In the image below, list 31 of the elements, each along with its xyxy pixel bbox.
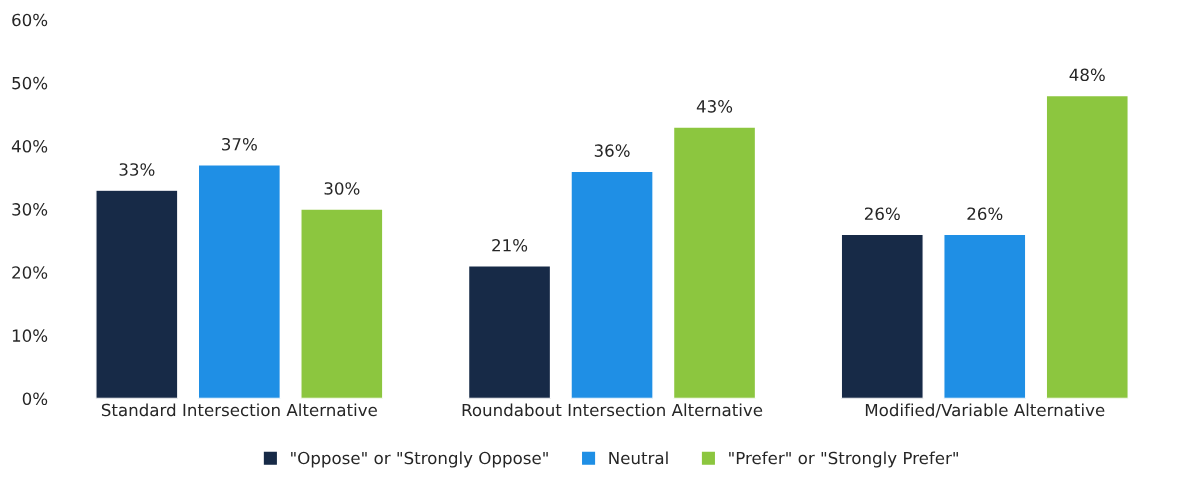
legend-label: "Prefer" or "Strongly Prefer" xyxy=(729,451,958,468)
bar xyxy=(197,164,282,399)
data-label: 26% xyxy=(967,207,1003,221)
y-tick-label: 30% xyxy=(12,203,48,216)
x-tick-label: Standard Intersection Alternative xyxy=(101,403,377,417)
bar xyxy=(570,170,654,399)
bar xyxy=(672,126,757,399)
data-label: 37% xyxy=(222,137,257,151)
y-tick-label: 40% xyxy=(11,139,48,153)
bar xyxy=(943,233,1027,399)
data-label: 21% xyxy=(492,238,528,252)
y-tick-label: 50% xyxy=(12,76,48,90)
y-tick-label: 20% xyxy=(12,266,48,279)
y-tick-label: 0% xyxy=(22,392,48,406)
y-tick-label: 60% xyxy=(12,13,48,27)
y-tick-label: 10% xyxy=(12,329,48,342)
bar xyxy=(300,208,384,399)
x-tick-label: Modified/Variable Alternative xyxy=(865,403,1105,418)
data-label: 36% xyxy=(594,144,630,157)
bar xyxy=(95,189,179,399)
legend-label: "Oppose" or "Strongly Oppose" xyxy=(291,451,548,468)
data-label: 43% xyxy=(696,100,733,113)
data-label: 30% xyxy=(324,182,360,195)
data-label: 26% xyxy=(864,207,900,221)
bar xyxy=(1045,94,1129,399)
data-label: 33% xyxy=(119,163,155,176)
x-tick-label: Roundabout Intersection Alternative xyxy=(462,403,763,417)
legend-label: Neutral xyxy=(609,451,668,465)
data-label: 48% xyxy=(1069,68,1105,82)
bar xyxy=(840,233,924,399)
bar xyxy=(467,265,552,399)
